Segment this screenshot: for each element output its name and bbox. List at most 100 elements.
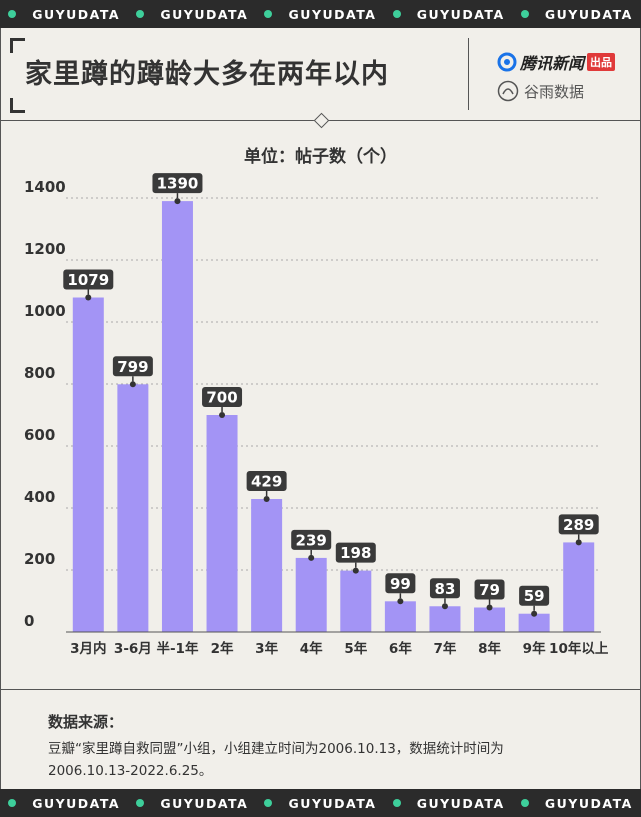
source-line: 2006.10.13-2022.6.25。 xyxy=(48,763,213,779)
band-dot xyxy=(136,10,145,18)
guyu-data-logo: 谷雨数据 xyxy=(497,80,584,102)
bar xyxy=(429,606,461,632)
bar-top-dot xyxy=(263,496,270,503)
source-title: 数据来源： xyxy=(48,713,124,731)
value-label-bg xyxy=(429,578,460,599)
band-brand-text: GUYUDATA xyxy=(288,795,377,811)
x-tick-label: 半-1年 xyxy=(156,640,198,657)
value-label: 1390 xyxy=(157,175,199,193)
band-brand-text: GUYUDATA xyxy=(160,795,249,811)
bar xyxy=(161,201,193,632)
value-label-bg xyxy=(291,529,332,550)
title-corner-bottom xyxy=(10,98,25,113)
value-label: 1079 xyxy=(67,271,109,289)
band-brand-text: GUYUDATA xyxy=(288,6,377,22)
header-divider xyxy=(468,38,469,110)
y-axis: 0 200 400 600 800 1000 1200 1400 xyxy=(24,178,66,630)
x-tick-label: 2年 xyxy=(211,640,234,657)
band-brand-text: GUYUDATA xyxy=(32,795,121,811)
value-label-bg xyxy=(63,269,114,290)
tencent-badge: 出品 xyxy=(587,53,616,71)
bar-chart: 1079 799 1390 700 429 239 198 99 83 79 59 289 3月内 3-… xyxy=(24,173,609,657)
bar-top-dot xyxy=(352,567,359,574)
y-tick-label: 0 xyxy=(24,612,34,630)
bar xyxy=(206,415,238,632)
bottom-brand-band: GUYUDATA GUYUDATA GUYUDATA GUYUDATA GUYUDATA xyxy=(0,789,641,817)
value-label: 700 xyxy=(206,389,237,407)
band-brand-text: GUYUDATA xyxy=(416,795,505,811)
band-dot xyxy=(520,10,529,18)
band-dot xyxy=(136,799,145,807)
value-label-bg xyxy=(335,542,376,563)
bar xyxy=(117,384,149,632)
bar xyxy=(340,570,372,632)
source-rule xyxy=(0,689,641,690)
bar xyxy=(563,542,595,632)
band-dot xyxy=(8,10,17,18)
value-labels: 1079 799 1390 700 429 239 198 99 83 79 59 289 xyxy=(63,173,599,617)
x-tick-label: 7年 xyxy=(434,640,457,657)
value-label: 198 xyxy=(340,544,371,562)
value-label: 239 xyxy=(296,531,327,549)
y-tick-label: 400 xyxy=(24,488,55,506)
value-label: 799 xyxy=(117,358,148,376)
bar-top-dot xyxy=(531,610,538,617)
band-dot xyxy=(392,799,401,807)
x-tick-label: 4年 xyxy=(300,640,323,657)
value-label-bg xyxy=(152,173,203,194)
guyu-icon xyxy=(497,80,519,102)
value-label-bg xyxy=(112,356,153,377)
value-label: 83 xyxy=(435,580,456,598)
bar xyxy=(384,601,416,632)
value-label: 59 xyxy=(524,587,545,605)
bar xyxy=(518,613,550,632)
value-label-bg xyxy=(519,585,550,606)
band-dot xyxy=(264,10,273,18)
band-brand-text: GUYUDATA xyxy=(160,6,249,22)
title-corner-top xyxy=(10,38,25,53)
value-label: 99 xyxy=(390,575,411,593)
y-tick-label: 1400 xyxy=(24,178,66,196)
band-dot xyxy=(8,799,17,807)
y-tick-label: 600 xyxy=(24,426,55,444)
band-dot xyxy=(392,10,401,18)
band-brand-text: GUYUDATA xyxy=(32,6,121,22)
value-label: 429 xyxy=(251,473,282,491)
value-label-bg xyxy=(474,579,505,600)
bar xyxy=(474,607,506,632)
x-tick-label: 8年 xyxy=(478,640,501,657)
x-tick-label: 10年以上 xyxy=(549,640,609,657)
bars xyxy=(72,201,595,632)
tencent-news-text: 腾讯新闻 xyxy=(520,54,585,73)
value-label-bg xyxy=(558,514,599,535)
band-brand-text: GUYUDATA xyxy=(416,6,505,22)
bar-top-dot xyxy=(397,598,404,605)
x-tick-label: 3年 xyxy=(255,640,278,657)
band-brand-text: GUYUDATA xyxy=(544,795,633,811)
value-label-bg xyxy=(385,573,416,594)
bar-top-dot xyxy=(575,539,582,546)
y-tick-label: 800 xyxy=(24,364,55,382)
y-tick-label: 1200 xyxy=(24,240,66,258)
bar-top-dot xyxy=(486,604,493,611)
x-tick-label: 9年 xyxy=(523,640,546,657)
x-tick-label: 5年 xyxy=(344,640,367,657)
value-label: 289 xyxy=(563,516,594,534)
y-tick-label: 1000 xyxy=(24,302,66,320)
band-brand-text: GUYUDATA xyxy=(544,6,633,22)
band-dot xyxy=(520,799,529,807)
page-title: 家里蹲的蹲龄大多在两年以内 xyxy=(25,59,389,90)
tencent-icon xyxy=(497,52,517,72)
x-tick-label: 3月内 xyxy=(70,640,106,657)
bar xyxy=(251,499,283,632)
y-tick-label: 200 xyxy=(24,550,55,568)
bar-top-dot xyxy=(174,198,181,205)
source-line: 豆瓣“家里蹲自救同盟”小组，小组建立时间为2006.10.13，数据统计时间为 xyxy=(48,741,504,757)
x-axis: 3月内 3-6月 半-1年 2年 3年 4年 5年 6年 7年 8年 9年 10年以上 xyxy=(66,631,609,657)
value-label-bg xyxy=(246,471,287,492)
bar-top-dot xyxy=(308,554,315,561)
value-label: 79 xyxy=(479,581,500,599)
tencent-news-logo: 腾讯新闻 出品 xyxy=(497,50,616,74)
guyu-data-text: 谷雨数据 xyxy=(524,82,585,101)
x-tick-label: 6年 xyxy=(389,640,412,657)
